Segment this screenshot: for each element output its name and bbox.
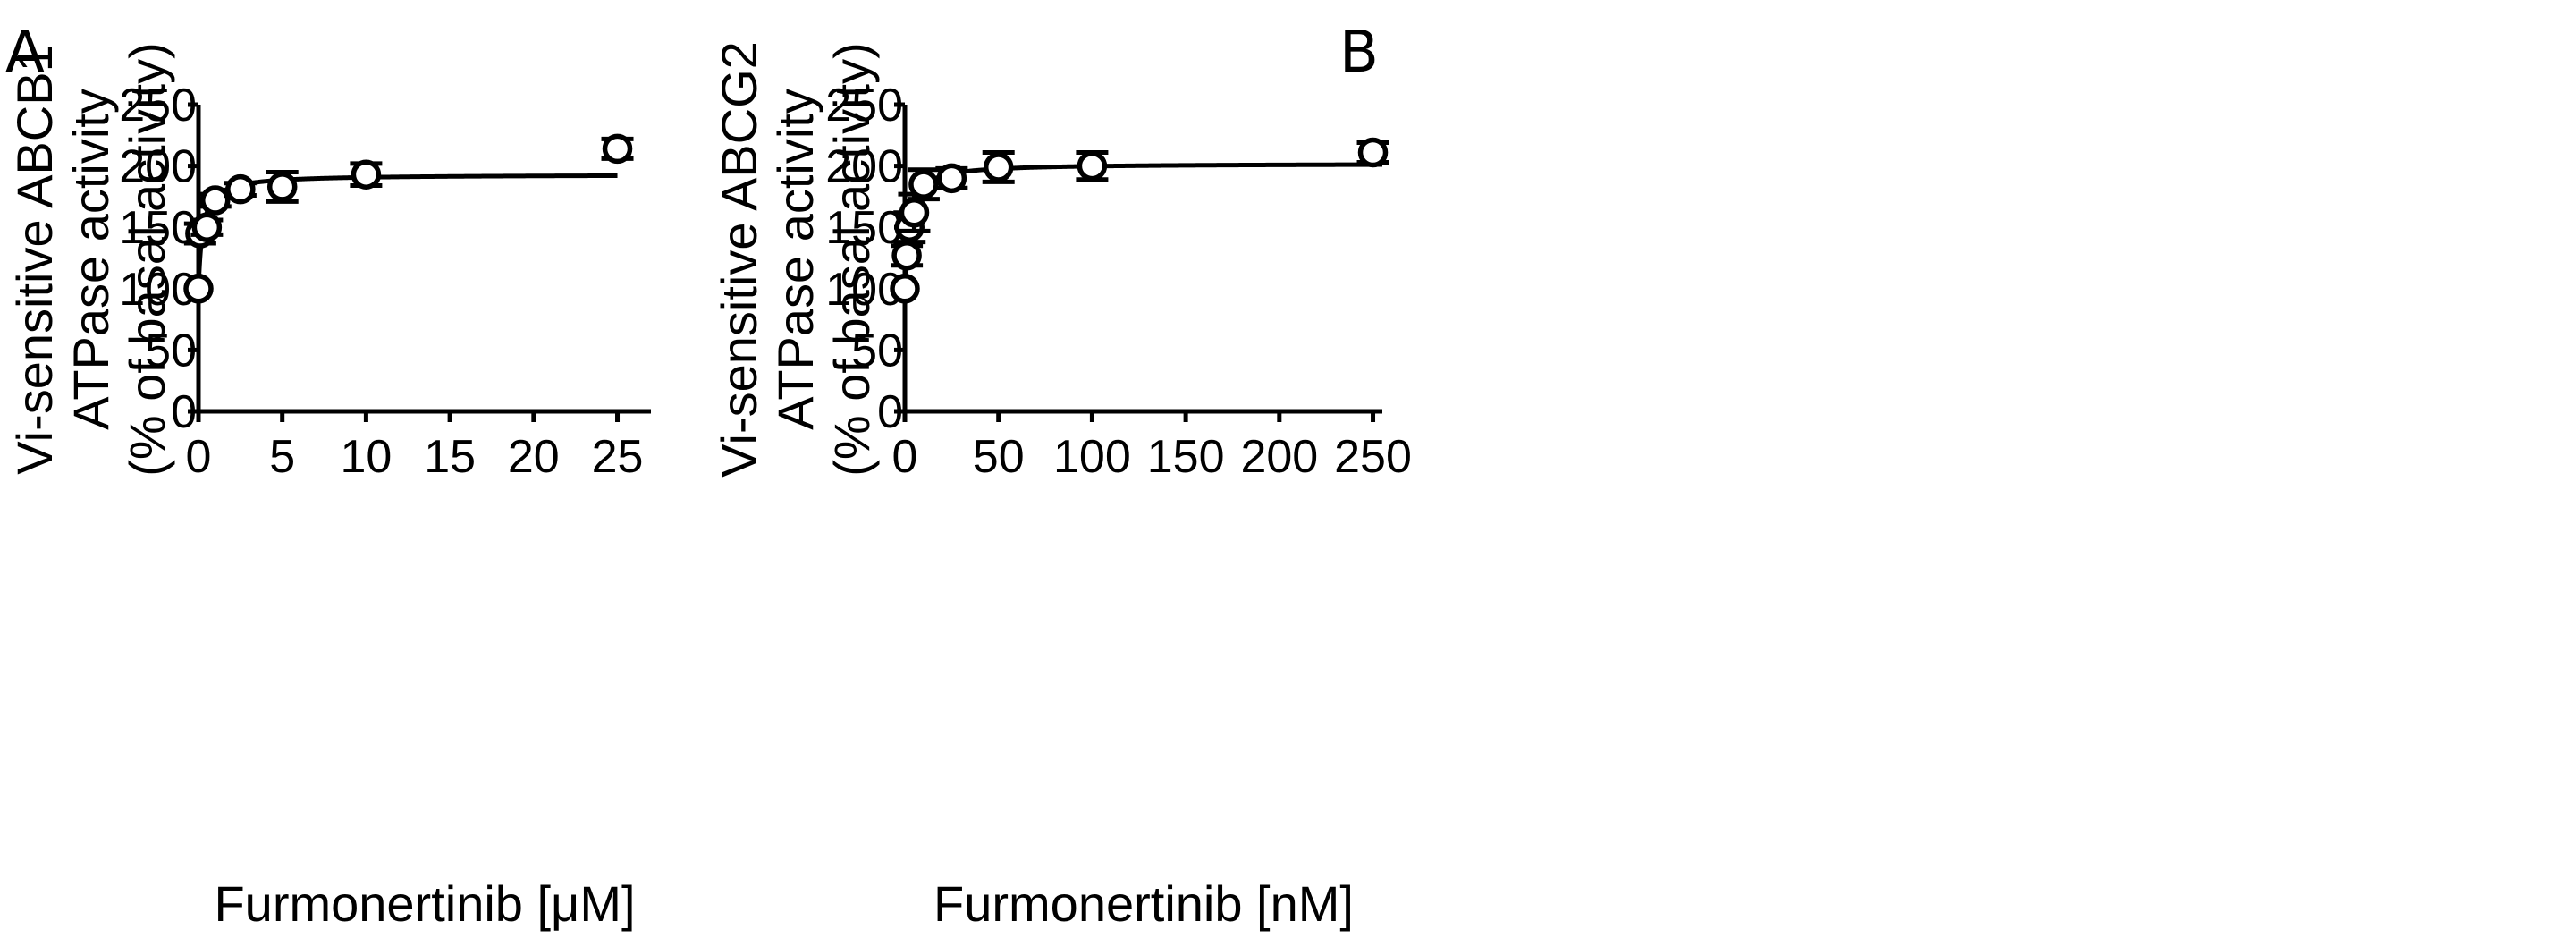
- panel-b-x-ticks: 0 50 100 150 200 250: [892, 411, 1412, 483]
- panel-b-y-axis-label: Vi-sensitive ABCG2 ATPase activity (% of…: [711, 41, 880, 478]
- panel-b-label: B: [1339, 20, 1379, 86]
- panel-b-x-axis-label: Furmonertinib [nM]: [933, 875, 1354, 932]
- y-tick-label: 50: [145, 325, 197, 376]
- data-marker: [351, 159, 382, 190]
- y-tick-label: 0: [171, 386, 197, 438]
- data-marker: [1077, 150, 1108, 182]
- data-point: [183, 274, 214, 304]
- panel-b-y-label-line-1: Vi-sensitive ABCG2: [711, 41, 767, 478]
- y-tick-label: 200: [119, 141, 197, 193]
- data-marker: [908, 169, 939, 199]
- x-tick-label: 100: [1053, 431, 1131, 483]
- data-point: [266, 169, 299, 204]
- data-point: [890, 274, 920, 304]
- panel-a-fit-curve: [196, 173, 618, 290]
- x-tick-label: 15: [424, 431, 476, 483]
- data-point: [1356, 137, 1389, 168]
- panel-a-x-axis-label: Furmonertinib [μM]: [214, 875, 635, 932]
- data-marker: [983, 152, 1014, 182]
- data-marker: [602, 133, 633, 165]
- data-point: [601, 133, 634, 165]
- data-point: [198, 185, 232, 216]
- y-tick-label: 250: [119, 80, 197, 131]
- panel-a-y-label-line-1: Vi-sensitive ABCB1: [6, 44, 63, 474]
- data-point: [907, 167, 940, 202]
- y-tick-label: 200: [825, 141, 903, 193]
- data-point: [190, 212, 224, 242]
- panel-a-axes: [196, 105, 651, 414]
- x-tick-label: 0: [892, 431, 918, 483]
- axis-lines: [902, 105, 1382, 414]
- data-marker: [191, 212, 223, 242]
- panel-a-y-label-line-3: (% of basal activity): [119, 42, 175, 477]
- x-tick-label: 0: [186, 431, 212, 483]
- x-tick-label: 20: [508, 431, 560, 483]
- panel-a-y-label-line-2: ATPase activity: [63, 89, 119, 430]
- y-tick-label: 150: [825, 202, 903, 254]
- data-marker: [199, 185, 231, 216]
- panel-b-y-label-line-3: (% of basal activity): [823, 42, 880, 477]
- x-tick-label: 50: [973, 431, 1025, 483]
- data-point: [982, 150, 1015, 184]
- data-point: [224, 173, 257, 205]
- x-tick-label: 250: [1334, 431, 1412, 483]
- y-tick-label: 50: [851, 325, 903, 376]
- panel-b: B 0 50 100 150 200 250 0 50 100 150 200 250 Furmon…: [711, 20, 1412, 932]
- data-marker: [1357, 137, 1389, 168]
- x-tick-label: 10: [340, 431, 392, 483]
- data-marker: [891, 241, 922, 271]
- data-point: [350, 159, 383, 190]
- data-marker: [899, 197, 930, 228]
- x-tick-label: 25: [592, 431, 644, 483]
- y-tick-label: 0: [877, 386, 903, 438]
- data-point: [891, 241, 924, 271]
- panel-b-y-label-line-2: ATPase activity: [767, 89, 823, 430]
- x-tick-label: 200: [1240, 431, 1318, 483]
- panel-b-axes: [902, 105, 1382, 414]
- y-tick-label: 150: [119, 202, 197, 254]
- panel-a-label: A: [5, 20, 45, 86]
- y-tick-label: 250: [825, 80, 903, 131]
- axis-lines: [196, 105, 651, 414]
- panel-b-fit-curve: [902, 162, 1383, 290]
- panel-a-x-ticks: 0 5 10 15 20 25: [186, 411, 644, 483]
- data-marker: [183, 274, 214, 304]
- panel-a-y-axis-label: Vi-sensitive ABCB1 ATPase activity (% of…: [6, 42, 175, 477]
- panel-a-data-points: [183, 133, 634, 304]
- data-marker: [266, 172, 298, 202]
- data-point: [1076, 150, 1109, 182]
- data-marker: [890, 274, 920, 304]
- x-tick-label: 150: [1147, 431, 1225, 483]
- data-marker: [225, 173, 256, 205]
- panel-b-data-points: [890, 137, 1389, 304]
- x-tick-label: 5: [269, 431, 295, 483]
- data-point: [935, 163, 968, 194]
- data-marker: [936, 163, 967, 194]
